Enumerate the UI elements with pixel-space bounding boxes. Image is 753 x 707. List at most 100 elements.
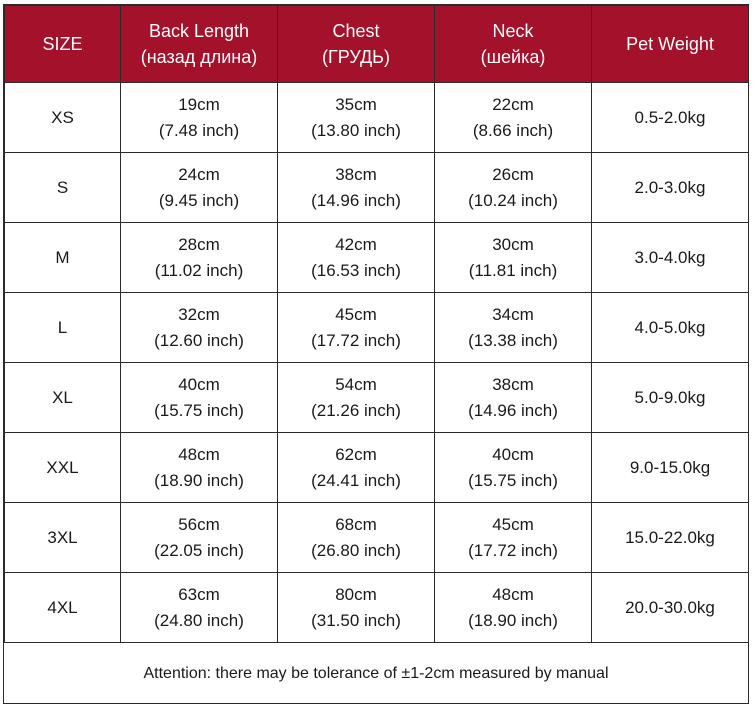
table-row: M 28cm (11.02 inch) 42cm (16.53 inch) 30cm (11… [4,222,749,293]
cell-back-length-inch: (11.02 inch) [154,260,244,280]
cell-back-length: 40cm (15.75 inch) [120,362,278,433]
cell-back-length-cm: 48cm [178,444,220,464]
cell-chest: 62cm (24.41 inch) [277,432,435,503]
cell-neck-inch: (15.75 inch) [468,470,558,490]
cell-back-length-inch: (18.90 inch) [154,470,244,490]
cell-pet-weight: 4.0-5.0kg [591,292,749,363]
table-row: L 32cm (12.60 inch) 45cm (17.72 inch) 34cm (13… [4,292,749,363]
cell-chest-inch: (21.26 inch) [311,400,401,420]
cell-neck-cm: 48cm [492,584,534,604]
cell-chest-cm: 42cm [335,234,377,254]
cell-neck-cm: 38cm [492,374,534,394]
table-row: S 24cm (9.45 inch) 38cm (14.96 inch) 26cm (10.… [4,152,749,223]
cell-chest-inch: (16.53 inch) [311,260,401,280]
header-back-length-en: Back Length [148,21,250,41]
cell-neck-inch: (8.66 inch) [472,120,554,140]
cell-size: 3XL [4,502,121,573]
cell-chest: 42cm (16.53 inch) [277,222,435,293]
cell-neck: 38cm (14.96 inch) [434,362,592,433]
size-chart: SIZE Back Length (назад длина) Chest (ГР… [3,4,749,704]
cell-back-length-inch: (12.60 inch) [154,330,244,350]
cell-back-length-inch: (22.05 inch) [154,540,244,560]
cell-pet-weight: 0.5-2.0kg [591,82,749,153]
cell-neck: 22cm (8.66 inch) [434,82,592,153]
cell-chest-inch: (13.80 inch) [311,120,401,140]
cell-back-length: 32cm (12.60 inch) [120,292,278,363]
cell-neck-inch: (10.24 inch) [468,190,558,210]
cell-neck: 45cm (17.72 inch) [434,502,592,573]
cell-chest-inch: (31.50 inch) [311,610,401,630]
cell-neck: 40cm (15.75 inch) [434,432,592,503]
cell-chest-cm: 62cm [335,444,377,464]
cell-neck-inch: (18.90 inch) [468,610,558,630]
cell-chest: 38cm (14.96 inch) [277,152,435,223]
cell-chest: 35cm (13.80 inch) [277,82,435,153]
cell-neck: 26cm (10.24 inch) [434,152,592,223]
cell-size: XS [4,82,121,153]
cell-back-length: 19cm (7.48 inch) [120,82,278,153]
cell-size: 4XL [4,572,121,643]
cell-back-length-inch: (15.75 inch) [154,400,244,420]
cell-neck-inch: (11.81 inch) [468,260,558,280]
table-row: 3XL 56cm (22.05 inch) 68cm (26.80 inch) 45cm (… [4,502,749,573]
cell-back-length-cm: 32cm [178,304,220,324]
cell-back-length-cm: 40cm [178,374,220,394]
cell-chest-cm: 68cm [335,514,377,534]
cell-size: S [4,152,121,223]
cell-chest-inch: (17.72 inch) [311,330,401,350]
cell-back-length-cm: 19cm [178,94,220,114]
cell-back-length-cm: 24cm [178,164,220,184]
cell-neck-inch: (14.96 inch) [468,400,558,420]
cell-chest: 68cm (26.80 inch) [277,502,435,573]
cell-pet-weight: 20.0-30.0kg [591,572,749,643]
header-neck: Neck (шейка) [434,5,592,83]
header-pet-weight: Pet Weight [591,5,749,83]
cell-size: XXL [4,432,121,503]
cell-neck: 30cm (11.81 inch) [434,222,592,293]
header-chest-ru: (ГРУДЬ) [322,47,390,67]
cell-size: M [4,222,121,293]
table-row: XXL 48cm (18.90 inch) 62cm (24.41 inch) 40cm (… [4,432,749,503]
header-row: SIZE Back Length (назад длина) Chest (ГР… [4,5,749,83]
cell-neck-cm: 45cm [492,514,534,534]
cell-pet-weight: 3.0-4.0kg [591,222,749,293]
cell-chest-inch: (14.96 inch) [311,190,401,210]
cell-neck-cm: 40cm [492,444,534,464]
cell-chest: 54cm (21.26 inch) [277,362,435,433]
header-chest: Chest (ГРУДЬ) [277,5,435,83]
cell-back-length: 63cm (24.80 inch) [120,572,278,643]
cell-neck-inch: (13.38 inch) [468,330,558,350]
header-back-length: Back Length (назад длина) [120,5,278,83]
cell-back-length: 24cm (9.45 inch) [120,152,278,223]
cell-back-length-cm: 28cm [178,234,220,254]
cell-back-length-inch: (9.45 inch) [158,190,240,210]
cell-back-length-inch: (24.80 inch) [154,610,244,630]
cell-chest: 80cm (31.50 inch) [277,572,435,643]
cell-back-length-cm: 56cm [178,514,220,534]
cell-chest-cm: 35cm [335,94,377,114]
size-rows: XS 19cm (7.48 inch) 35cm (13.80 inch) 22cm (8.… [4,82,749,643]
cell-pet-weight: 9.0-15.0kg [591,432,749,503]
cell-back-length: 28cm (11.02 inch) [120,222,278,293]
cell-neck-cm: 22cm [492,94,534,114]
cell-pet-weight: 5.0-9.0kg [591,362,749,433]
cell-chest: 45cm (17.72 inch) [277,292,435,363]
cell-chest-inch: (24.41 inch) [311,470,401,490]
cell-chest-cm: 80cm [335,584,377,604]
cell-chest-cm: 38cm [335,164,377,184]
cell-neck: 48cm (18.90 inch) [434,572,592,643]
cell-size: XL [4,362,121,433]
header-neck-en: Neck [492,21,534,41]
cell-back-length-inch: (7.48 inch) [158,120,240,140]
cell-neck-cm: 30cm [492,234,534,254]
table-row: 4XL 63cm (24.80 inch) 80cm (31.50 inch) 48cm (… [4,572,749,643]
cell-neck-cm: 34cm [492,304,534,324]
header-back-length-ru: (назад длина) [140,47,258,67]
cell-neck-cm: 26cm [492,164,534,184]
cell-chest-cm: 54cm [335,374,377,394]
cell-pet-weight: 2.0-3.0kg [591,152,749,223]
header-neck-ru: (шейка) [480,47,546,67]
size-table: SIZE Back Length (назад длина) Chest (ГР… [4,5,749,643]
cell-chest-cm: 45cm [335,304,377,324]
table-row: XS 19cm (7.48 inch) 35cm (13.80 inch) 22cm (8.… [4,82,749,153]
